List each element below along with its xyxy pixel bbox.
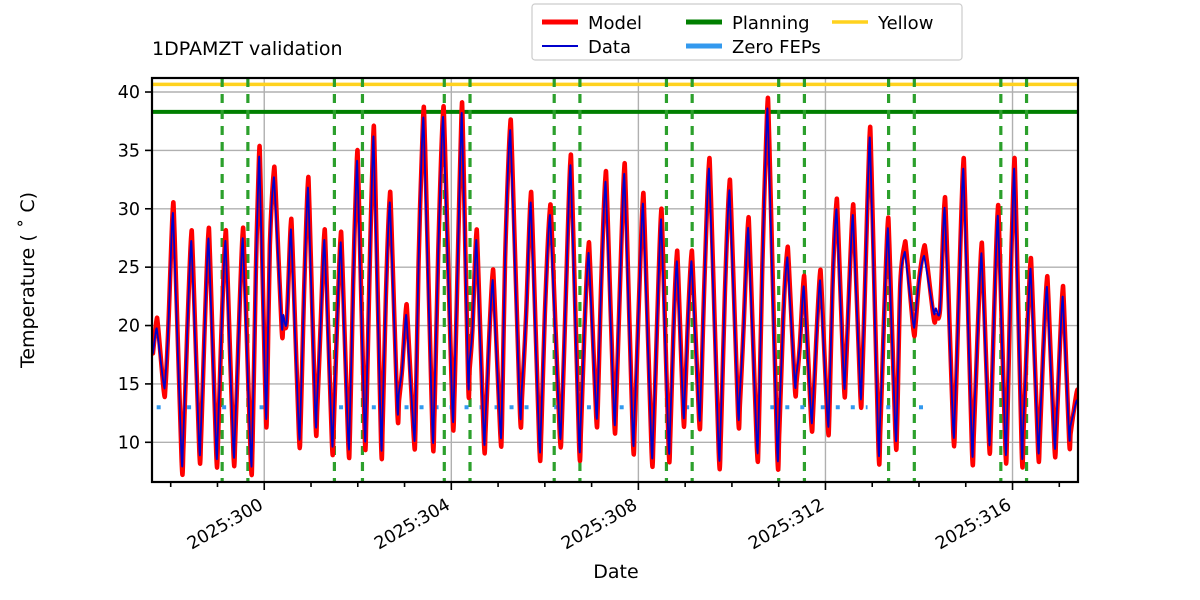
y-tick-label: 35 <box>118 141 140 161</box>
legend-entry-yellow[interactable]: Yellow <box>832 13 933 34</box>
data-series-line <box>152 107 1078 468</box>
y-axis-label: Temperature ( ˚ C) <box>17 192 39 369</box>
legend-entry-data[interactable]: Data <box>542 37 631 58</box>
data-line-path <box>152 107 1078 468</box>
legend-label: Yellow <box>877 13 933 34</box>
legend-label: Model <box>588 13 642 34</box>
chart-title: 1DPAMZT validation <box>152 38 343 60</box>
limit-lines <box>152 82 1078 114</box>
y-axis-tick-labels: 10 15 20 25 30 35 40 <box>118 83 140 453</box>
axis-ticks <box>145 91 1061 490</box>
y-tick-label: 15 <box>118 375 140 395</box>
y-tick-label: 10 <box>118 433 140 453</box>
legend-entry-zero-feps[interactable]: Zero FEPs <box>686 37 821 58</box>
x-axis-label: Date <box>593 561 638 583</box>
legend-entry-model[interactable]: Model <box>542 13 642 34</box>
y-tick-label: 25 <box>118 258 140 278</box>
legend-entry-planning[interactable]: Planning <box>686 13 810 34</box>
y-tick-label: 30 <box>118 200 140 220</box>
legend-label: Planning <box>732 13 810 34</box>
plot-border <box>150 76 1080 484</box>
y-tick-label: 40 <box>118 83 140 103</box>
axes-spines <box>150 76 1080 484</box>
chart-legend[interactable]: Model Data Planning Zero FEPs Yellow <box>531 3 963 61</box>
y-tick-label: 20 <box>118 317 140 337</box>
legend-background <box>531 3 963 61</box>
legend-label: Zero FEPs <box>732 37 821 58</box>
legend-label: Data <box>588 37 631 58</box>
